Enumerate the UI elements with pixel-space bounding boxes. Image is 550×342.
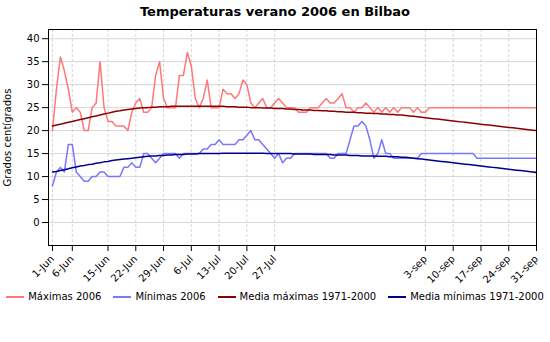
svg-text:20-Jul: 20-Jul <box>222 253 250 281</box>
svg-text:29-Jun: 29-Jun <box>136 253 167 284</box>
svg-text:35: 35 <box>27 56 40 67</box>
html-text:Media máximas 1971-2000: Media máximas 1971-2000 <box>239 291 377 302</box>
svg-text:30: 30 <box>27 79 40 90</box>
svg-text:17-sep: 17-sep <box>453 253 485 285</box>
svg-text:40: 40 <box>27 33 40 44</box>
svg-text:6-Jun: 6-Jun <box>50 253 76 279</box>
svg-text:15: 15 <box>27 148 40 159</box>
svg-text:22-Jun: 22-Jun <box>109 253 140 284</box>
svg-text:31-sep: 31-sep <box>508 253 540 285</box>
svg-text:6-Jul: 6-Jul <box>171 253 195 277</box>
svg-text:15-Jun: 15-Jun <box>81 253 112 284</box>
svg-text:10: 10 <box>27 171 40 182</box>
svg-text:13-Jul: 13-Jul <box>195 253 223 281</box>
svg-text:0: 0 <box>33 217 39 228</box>
svg-text:5: 5 <box>33 194 39 205</box>
svg-text:10-sep: 10-sep <box>425 253 457 285</box>
svg-text:Grados centígrados: Grados centígrados <box>2 89 13 187</box>
html-text:Máximas 2006: Máximas 2006 <box>28 291 102 302</box>
svg-text:20: 20 <box>27 125 40 136</box>
svg-text:25: 25 <box>27 102 40 113</box>
html-text:Media mínimas 1971-2000: Media mínimas 1971-2000 <box>410 291 544 302</box>
svg-text:1-Jun: 1-Jun <box>29 253 57 280</box>
html-text:Temperaturas verano 2006 en Bi: Temperaturas verano 2006 en Bilbao <box>140 4 410 19</box>
svg-text:24-sep: 24-sep <box>481 253 513 285</box>
svg-text:3-sep: 3-sep <box>401 253 430 281</box>
html-text:Mínimas 2006: Mínimas 2006 <box>135 291 206 302</box>
svg-text:27-Jul: 27-Jul <box>250 253 278 281</box>
